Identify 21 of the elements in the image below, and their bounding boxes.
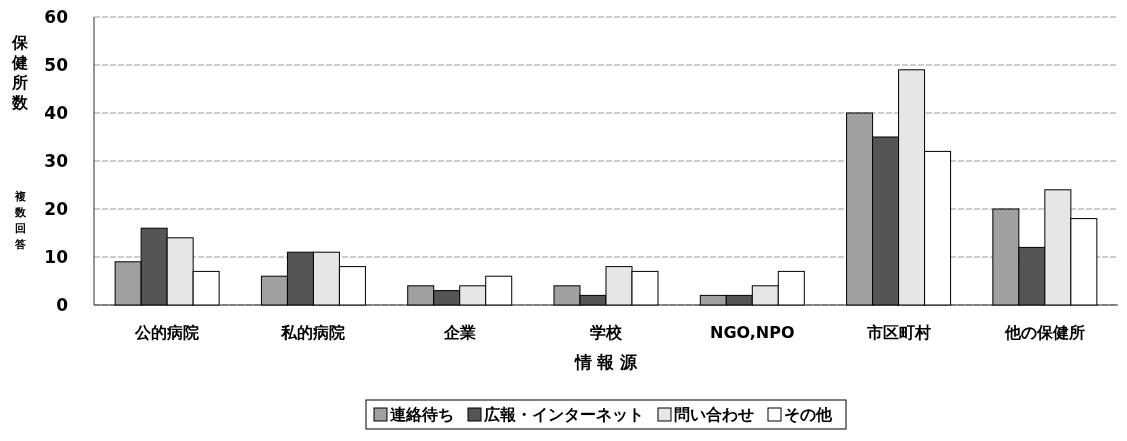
- y-tick-label: 40: [44, 103, 69, 123]
- x-tick-label: 他の保健所: [1003, 323, 1085, 342]
- x-tick-label: 公的病院: [134, 323, 200, 342]
- text: 複数回答: [13, 190, 27, 251]
- y-axis-title: 保健所数: [11, 33, 29, 112]
- y-tick-label: 50: [44, 55, 69, 75]
- x-tick-label: 私的病院: [280, 323, 346, 342]
- y-tick-label: 60: [44, 7, 69, 27]
- y-tick-label: 20: [44, 199, 69, 219]
- x-axis-title: 情 報 源: [573, 352, 639, 372]
- y-tick-label: 0: [56, 295, 69, 315]
- y-tick-label: 10: [44, 247, 69, 267]
- legend-label: 連絡待ち: [390, 405, 454, 424]
- legend-label: その他: [784, 405, 833, 424]
- x-tick-label: 学校: [590, 323, 623, 342]
- y-tick-label: 30: [44, 151, 69, 171]
- x-tick-label: 市区町村: [865, 323, 931, 342]
- x-tick-label: NGO,NPO: [710, 323, 795, 342]
- legend-label: 問い合わせ: [674, 405, 754, 424]
- legend-label: 広報・インターネット: [483, 405, 644, 424]
- x-tick-label: 企業: [442, 323, 476, 342]
